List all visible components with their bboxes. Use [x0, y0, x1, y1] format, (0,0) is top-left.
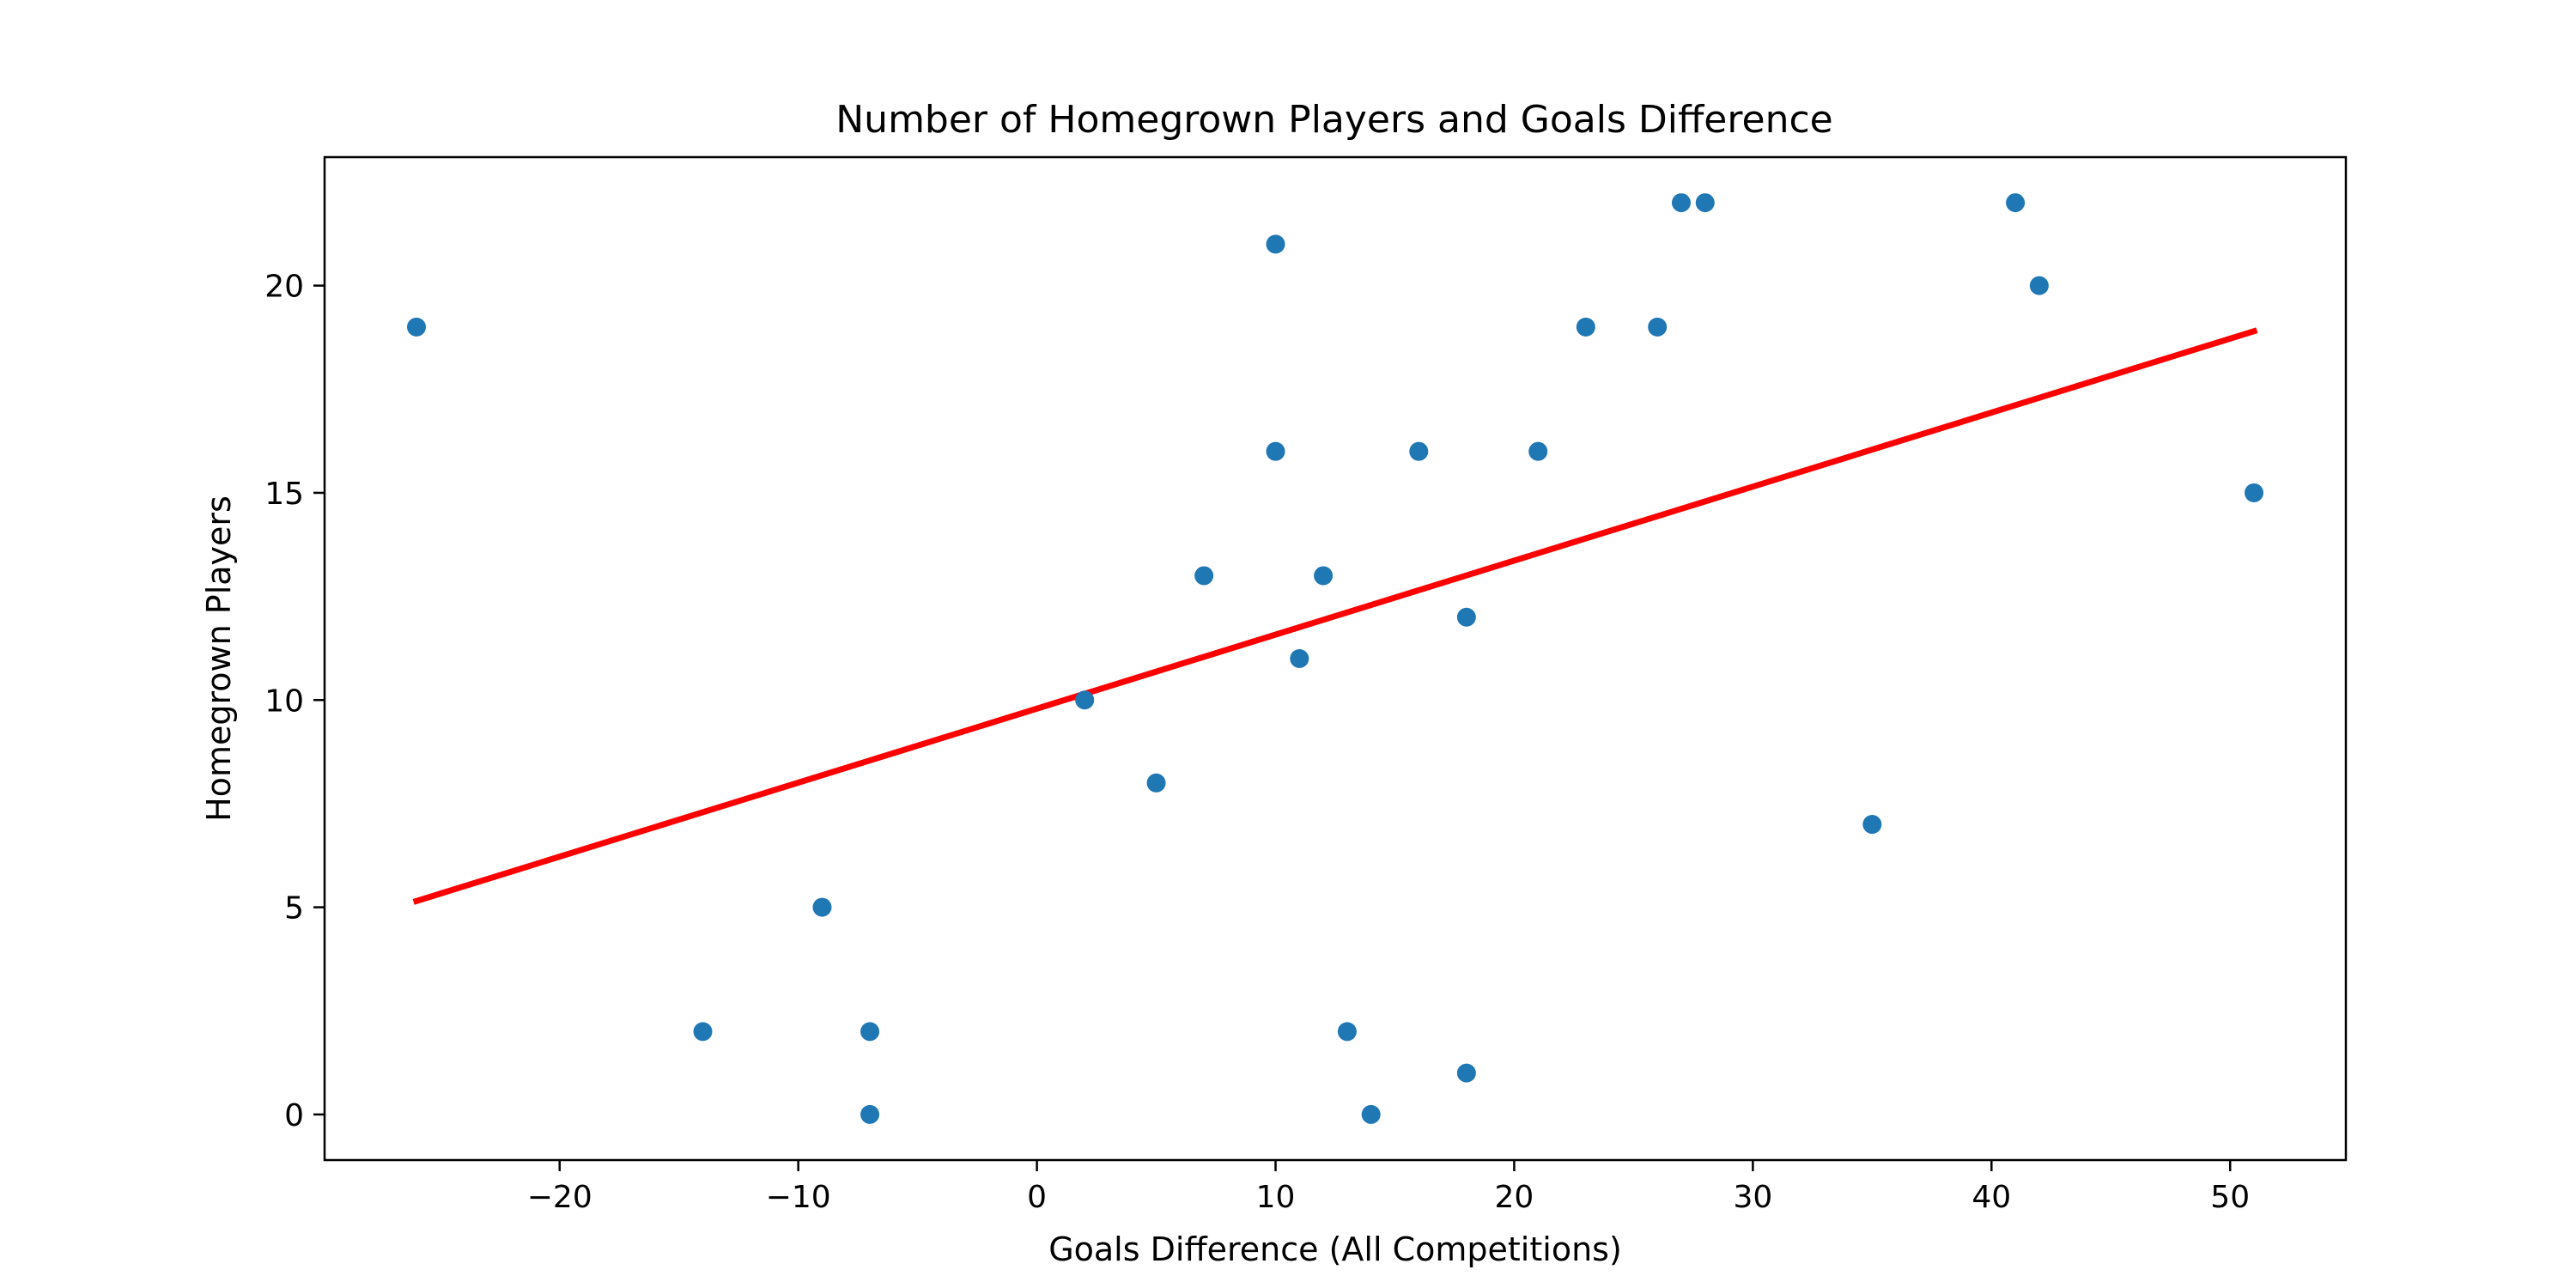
trend-line	[412, 327, 2258, 905]
x-tick-label: 40	[1971, 1180, 2011, 1215]
data-point	[2029, 276, 2049, 295]
y-tick-label: 10	[264, 683, 304, 719]
data-point	[1456, 1063, 1476, 1083]
y-axis: 0 5 10 15 20	[264, 270, 325, 1133]
data-point	[2245, 483, 2263, 502]
data-point	[1146, 773, 1166, 793]
data-point	[1337, 1022, 1357, 1042]
data-point	[1695, 193, 1715, 213]
data-point	[1862, 815, 1882, 835]
data-point	[1576, 317, 1595, 337]
x-tick-label: −20	[527, 1180, 592, 1215]
y-axis-label: Homegrown Players	[200, 495, 238, 822]
y-tick-label: 5	[284, 891, 304, 927]
data-point	[1528, 441, 1548, 461]
data-point	[812, 897, 832, 917]
data-point	[2006, 193, 2026, 213]
x-tick-label: 20	[1495, 1180, 1534, 1215]
data-point	[1648, 317, 1668, 337]
data-point	[1314, 566, 1334, 586]
trend-line-layer	[412, 327, 2258, 905]
data-point	[1075, 690, 1095, 710]
data-point	[860, 1022, 880, 1042]
data-point	[1266, 441, 1285, 461]
data-point	[1456, 607, 1476, 627]
data-point	[693, 1022, 713, 1042]
x-tick-label: 10	[1256, 1180, 1296, 1215]
x-tick-label: 30	[1733, 1180, 1772, 1215]
data-point	[1266, 234, 1285, 254]
data-point	[1194, 566, 1214, 586]
data-point	[1671, 193, 1691, 213]
x-tick-label: 0	[1027, 1180, 1047, 1215]
x-tick-label: 50	[2210, 1180, 2250, 1215]
chart-title: Number of Homegrown Players and Goals Di…	[835, 98, 1832, 142]
data-point	[407, 317, 426, 337]
scatter-points	[407, 193, 2263, 1124]
data-point	[1290, 649, 1309, 668]
data-point	[1361, 1104, 1381, 1124]
x-axis-label: Goals Difference (All Competitions)	[1048, 1230, 1622, 1268]
y-tick-label: 0	[284, 1098, 304, 1133]
data-point	[860, 1104, 880, 1124]
x-tick-label: −10	[766, 1180, 831, 1215]
y-tick-label: 20	[264, 270, 304, 305]
y-tick-label: 15	[264, 477, 304, 512]
data-point	[1409, 441, 1429, 461]
x-axis: −20 −10 0 10 20 30 40 50	[527, 1160, 2250, 1215]
plot-area-frame	[323, 155, 2348, 1162]
